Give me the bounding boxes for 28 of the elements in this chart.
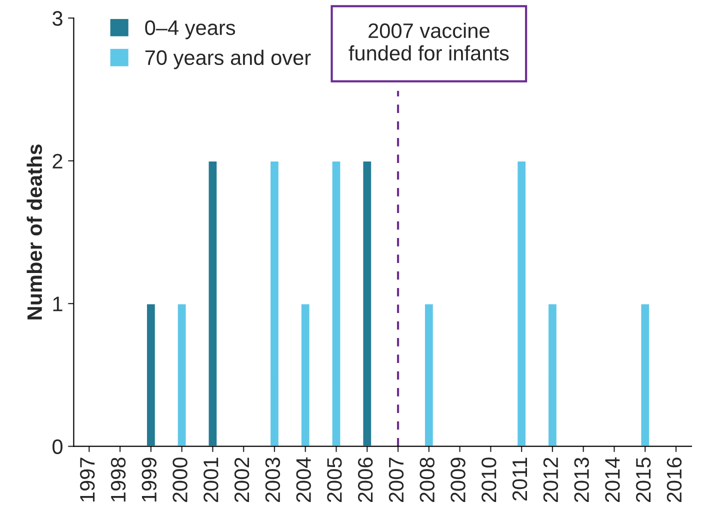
- y-tick-label: 1: [53, 296, 62, 312]
- x-tick-label: 2004: [296, 457, 311, 502]
- x-tick-label: 2005: [327, 458, 342, 502]
- x-tick-label: 2006: [358, 458, 373, 502]
- y-tick-label: 3: [52, 11, 62, 26]
- y-tick-label: 0: [52, 439, 62, 454]
- x-tick-label: 2001: [204, 458, 218, 502]
- x-tick-label: 2013: [574, 458, 589, 502]
- x-tick-label: 2000: [172, 458, 188, 502]
- x-tick-label: 2009: [450, 458, 466, 502]
- x-tick-label: 2015: [636, 458, 651, 502]
- x-tick-label: 2016: [666, 458, 682, 502]
- x-tick-label: 2007: [388, 458, 404, 502]
- x-tick-label: 2012: [543, 458, 558, 502]
- x-tick-label: 2014: [605, 457, 620, 502]
- y-tick-label: 2: [52, 154, 62, 168]
- ref-line-label: 2007 vaccine funded for infants: [348, 22, 509, 61]
- x-tick-label: 2002: [234, 458, 250, 502]
- x-tick-label: 2010: [482, 458, 496, 502]
- legend-label: 70 years and over: [145, 50, 311, 70]
- x-tick-label: 1999: [142, 458, 157, 502]
- y-axis-title: Number of deaths: [26, 144, 42, 320]
- legend-label: 0–4 years: [145, 20, 236, 40]
- x-tick-label: 1998: [110, 458, 126, 502]
- x-tick-label: 1997: [80, 458, 95, 502]
- x-tick-label: 2008: [420, 458, 435, 502]
- x-tick-label: 2003: [265, 458, 280, 502]
- x-tick-label: 2011: [512, 458, 528, 501]
